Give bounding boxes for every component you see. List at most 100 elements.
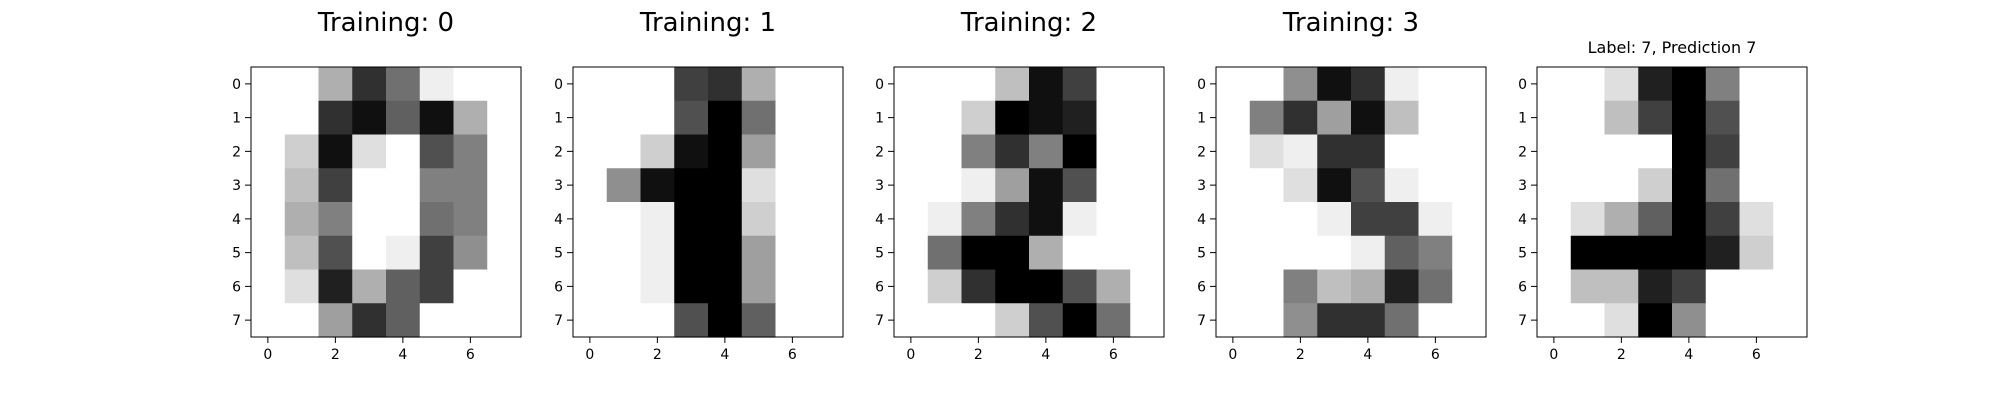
- y-tick-label: 1: [875, 111, 884, 127]
- pixel-cell: [606, 134, 642, 169]
- pixel-cell: [318, 235, 353, 271]
- pixel-cell: [419, 168, 455, 203]
- pixel-cell: [1351, 202, 1386, 237]
- pixel-cell: [453, 235, 488, 271]
- pixel-cell: [251, 100, 286, 136]
- pixel-cell: [927, 67, 963, 102]
- x-tick-label: 0: [1228, 347, 1237, 363]
- pixel-cell: [708, 134, 743, 169]
- pixel-cell: [419, 67, 455, 102]
- pixel-cell: [1570, 67, 1606, 102]
- pixel-cell: [1062, 202, 1098, 237]
- pixel-cell: [318, 168, 353, 203]
- pixel-cell: [1096, 134, 1131, 169]
- axes-frame: [572, 66, 844, 338]
- pixel-cell: [1249, 269, 1285, 304]
- pixel-cell: [1638, 134, 1673, 169]
- pixel-cell: [1249, 134, 1285, 169]
- digit-panel-0: 0 2 4 6 0 1 2 3 4 5 6 7 Training: 0: [232, 8, 522, 363]
- pixel-cell: [606, 235, 642, 271]
- pixel-cell: [961, 202, 996, 237]
- y-tick-label: 2: [554, 144, 563, 160]
- pixel-cell: [1773, 168, 1808, 203]
- pixel-cell: [1216, 269, 1251, 304]
- pixel-cell: [927, 303, 963, 338]
- pixel-cell: [995, 134, 1030, 169]
- y-tick-label: 3: [232, 178, 241, 194]
- pixel-cell: [386, 303, 421, 338]
- x-tick-label: 4: [720, 347, 729, 363]
- pixel-cell: [775, 134, 810, 169]
- pixel-cell: [927, 235, 963, 271]
- pixel-cell: [1029, 67, 1064, 102]
- x-tick-label: 0: [1549, 347, 1558, 363]
- pixel-cell: [1452, 134, 1487, 169]
- pixel-cell: [453, 269, 488, 304]
- pixel-cell: [775, 100, 810, 136]
- pixel-cell: [927, 134, 963, 169]
- y-tick-label: 4: [554, 212, 563, 228]
- pixel-cell: [775, 269, 810, 304]
- pixel-cell: [1384, 235, 1420, 271]
- x-tick-label: 0: [263, 347, 272, 363]
- pixel-cell: [961, 303, 996, 338]
- pixel-cell: [1638, 269, 1673, 304]
- pixel-cell: [640, 202, 675, 237]
- pixel-cell: [1317, 168, 1352, 203]
- pixel-cell: [1537, 303, 1572, 338]
- pixel-cell: [961, 168, 996, 203]
- pixel-cell: [674, 67, 709, 102]
- pixel-cell: [1130, 269, 1165, 304]
- pixel-cell: [674, 235, 709, 271]
- pixel-cell: [1452, 202, 1487, 237]
- pixel-cell: [352, 269, 387, 304]
- pixel-cell: [775, 202, 810, 237]
- pixel-cell: [1672, 269, 1707, 304]
- pixel-cell: [1029, 235, 1064, 271]
- pixel-cell: [1739, 235, 1774, 271]
- pixel-cell: [1570, 134, 1606, 169]
- pixel-cell: [284, 235, 320, 271]
- pixel-cell: [487, 100, 522, 136]
- pixel-cell: [1638, 67, 1673, 102]
- pixel-cell: [961, 269, 996, 304]
- pixel-cell: [1705, 100, 1741, 136]
- pixel-cell: [1062, 168, 1098, 203]
- pixel-cell: [573, 303, 608, 338]
- x-tick-label: 6: [1109, 347, 1118, 363]
- pixel-cell: [1672, 134, 1707, 169]
- pixel-cell: [352, 303, 387, 338]
- pixel-cell: [1249, 168, 1285, 203]
- pixel-cell: [1216, 202, 1251, 237]
- pixel-cell: [1029, 303, 1064, 338]
- pixel-cell: [1130, 100, 1165, 136]
- pixel-cell: [927, 202, 963, 237]
- pixel-cell: [1570, 303, 1606, 338]
- pixel-cell: [1216, 134, 1251, 169]
- pixel-cell: [708, 269, 743, 304]
- y-tick-label: 6: [232, 279, 241, 295]
- y-tick-label: 5: [554, 246, 563, 262]
- pixel-cell: [1351, 67, 1386, 102]
- pixel-cell: [1283, 100, 1318, 136]
- pixel-cell: [352, 202, 387, 237]
- pixel-cell: [961, 235, 996, 271]
- pixel-cell: [606, 100, 642, 136]
- pixel-cell: [453, 134, 488, 169]
- pixel-cell: [1096, 269, 1131, 304]
- pixel-cell: [995, 202, 1030, 237]
- pixel-cell: [1384, 202, 1420, 237]
- pixel-cell: [284, 303, 320, 338]
- pixel-cell: [1604, 134, 1639, 169]
- pixel-cell: [1418, 100, 1453, 136]
- pixel-cell: [386, 235, 421, 271]
- pixel-cell: [741, 67, 777, 102]
- pixel-cell: [352, 67, 387, 102]
- pixel-cell: [284, 134, 320, 169]
- y-tick-label: 0: [554, 77, 563, 93]
- pixel-cell: [1384, 134, 1420, 169]
- pixel-cell: [708, 202, 743, 237]
- pixel-cell: [1130, 303, 1165, 338]
- y-tick-label: 5: [875, 246, 884, 262]
- pixel-cell: [1283, 235, 1318, 271]
